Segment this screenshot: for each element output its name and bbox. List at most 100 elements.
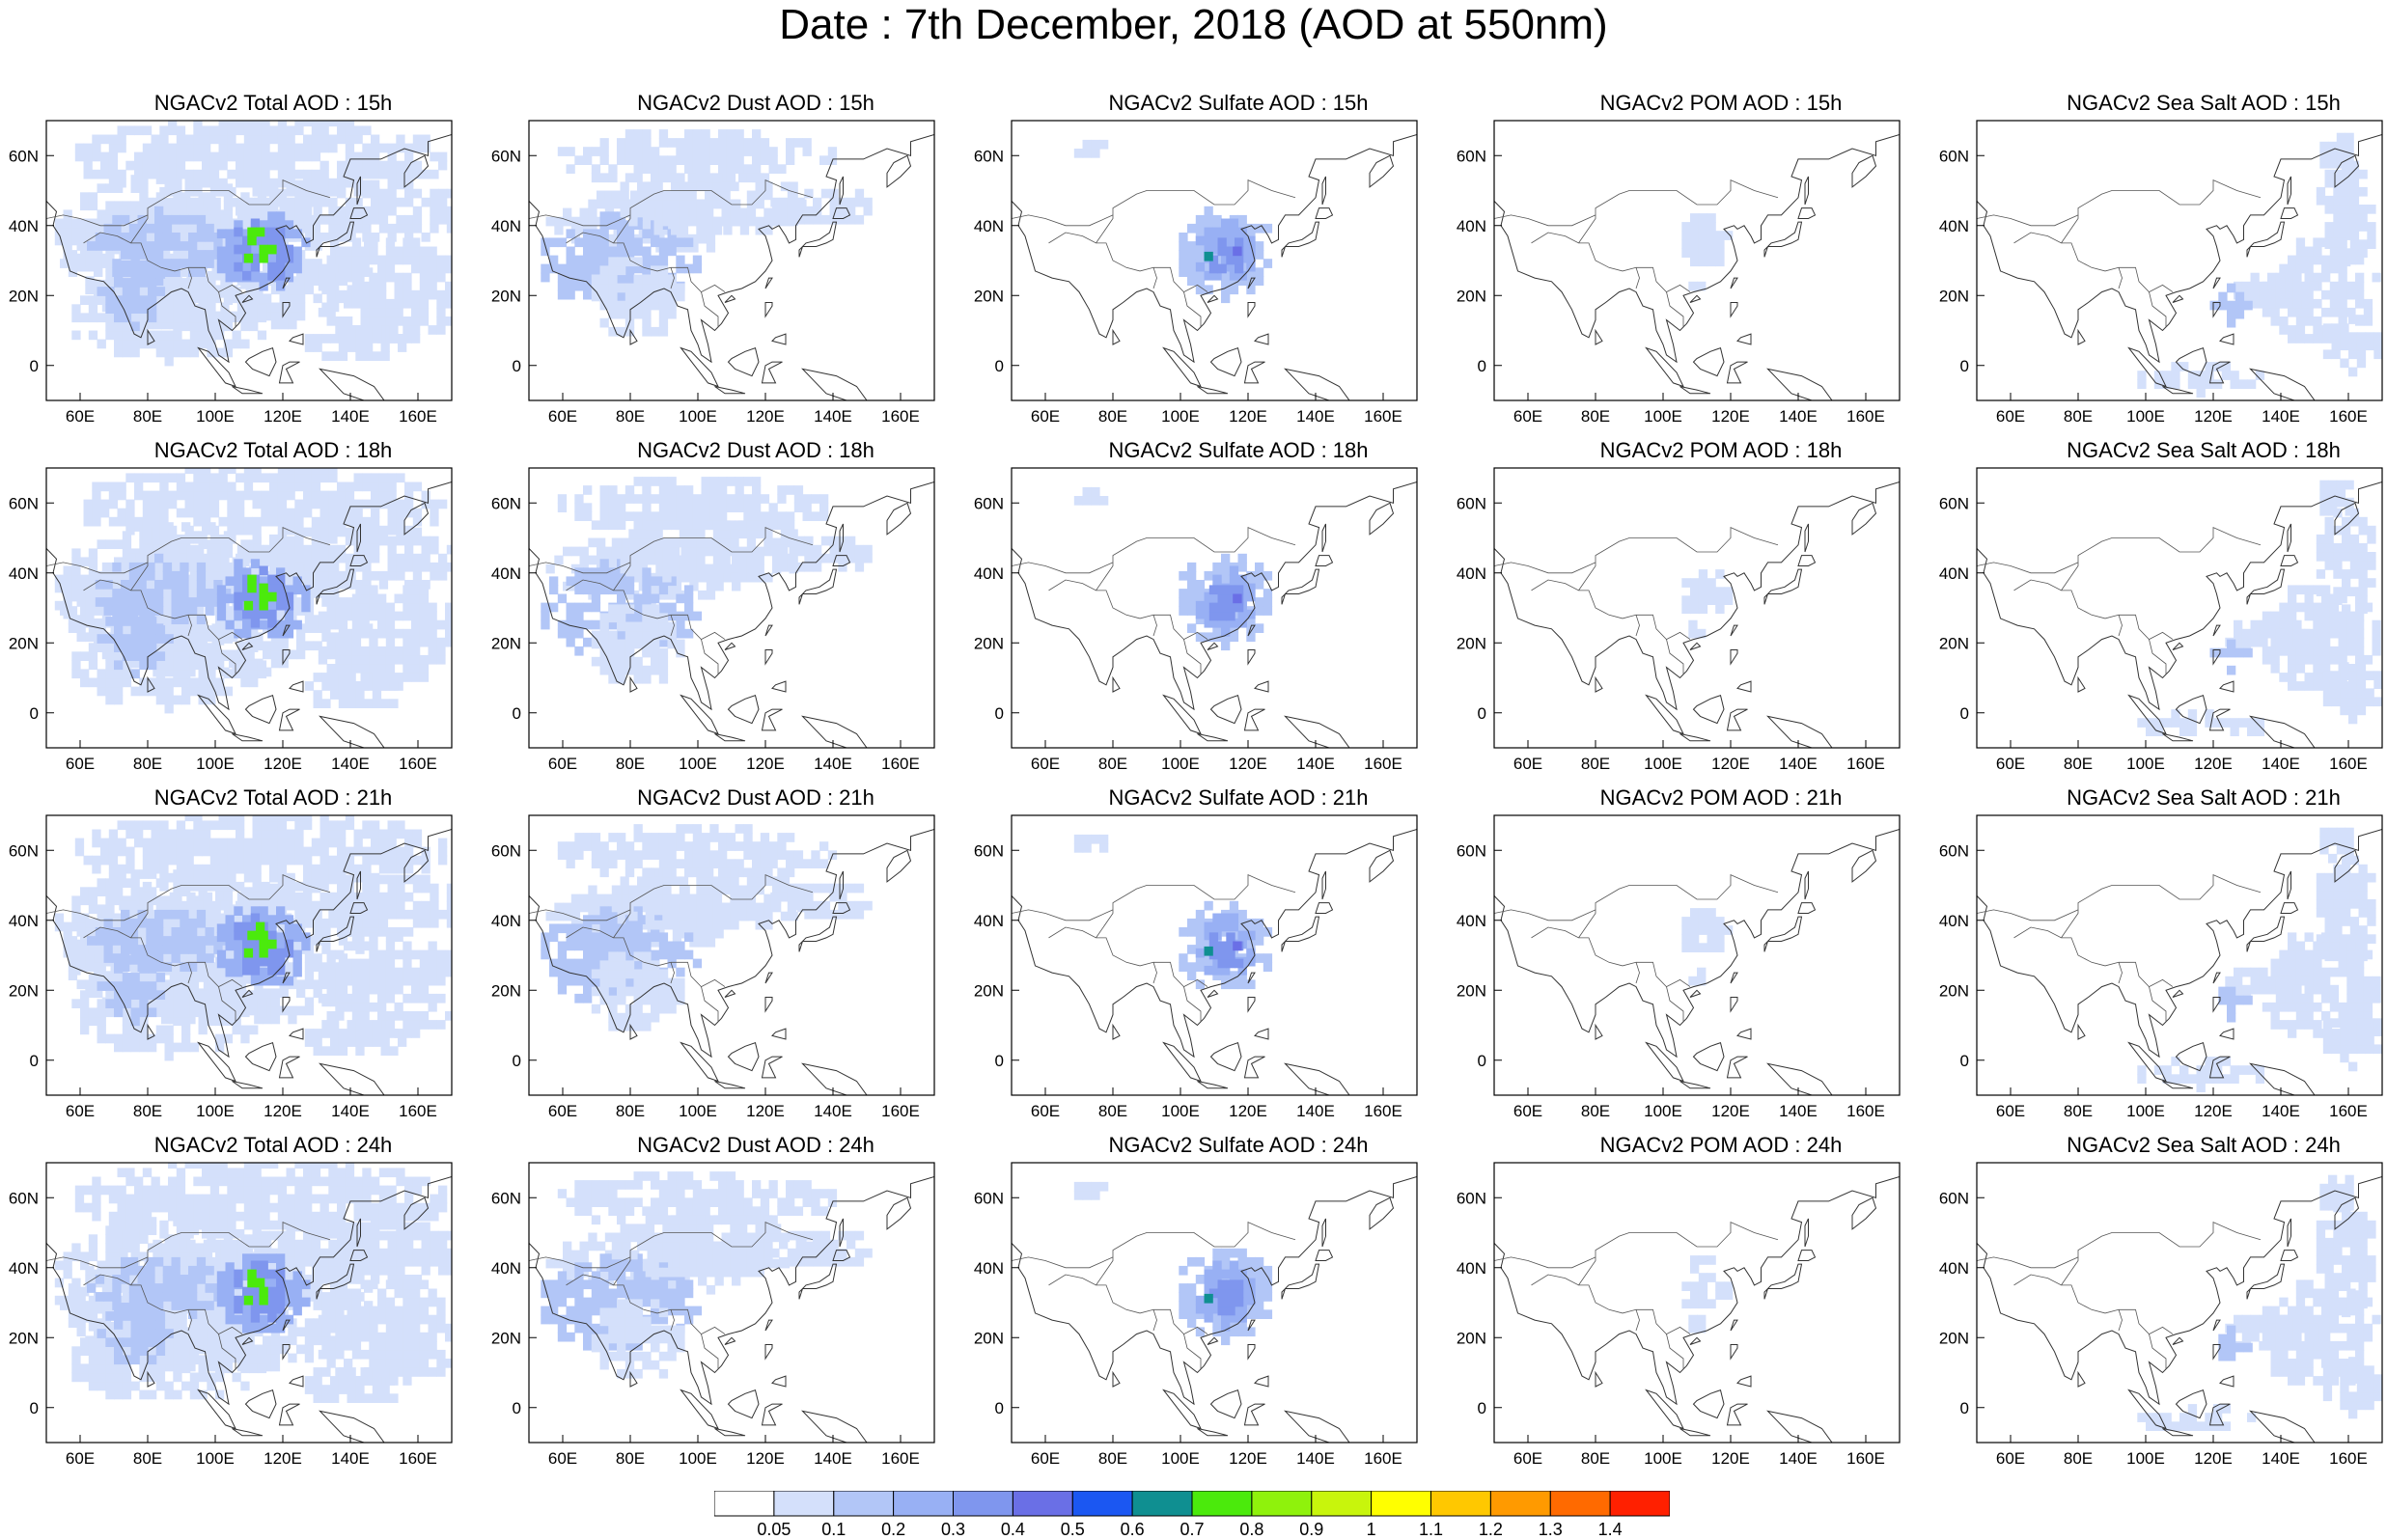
colorbar-swatch: [773, 1491, 835, 1517]
lat-tick-label: 20N: [1457, 981, 1486, 1000]
lon-tick-label: 100E: [2126, 755, 2165, 773]
coastlines: [1012, 481, 1417, 748]
plot-frame: [1011, 1162, 1418, 1444]
lon-tick-label: 140E: [1779, 407, 1818, 426]
lon-tick-label: 140E: [814, 1102, 852, 1120]
aod-field: [541, 1171, 873, 1379]
colorbar-label: 1.4: [1598, 1520, 1623, 1539]
plot-frame: [1493, 120, 1901, 401]
lat-tick-label: 0: [1960, 1399, 1969, 1417]
plot-frame: [1493, 467, 1901, 749]
map-panel-total-15h: NGACv2 Total AOD : 15h 60E 80E 100E 120E 140E…: [9, 90, 529, 426]
map-plot: 60E 80E 100E 120E 140E 160E 0 20N 40N 60N: [974, 814, 1418, 1120]
lat-tick-label: 60N: [491, 494, 521, 512]
lat-tick-label: 20N: [974, 1329, 1004, 1347]
aod-field: [1073, 139, 1273, 304]
coastlines: [1494, 829, 1900, 1095]
lon-tick-label: 160E: [399, 407, 437, 426]
map-plot: 60E 80E 100E 120E 140E 160E 0 20N 40N 60N: [9, 120, 453, 426]
aod-field: [54, 815, 452, 1061]
lat-tick-label: 0: [513, 1399, 521, 1417]
lon-tick-label: 160E: [1364, 1102, 1402, 1120]
map-plot: 60E 80E 100E 120E 140E 160E 0 20N 40N 60N: [491, 1162, 935, 1468]
plot-frame: [45, 120, 453, 401]
plot-frame: [1976, 467, 2383, 749]
lat-tick-label: 40N: [1939, 217, 1969, 235]
lon-tick-label: 160E: [1846, 755, 1885, 773]
lat-tick-label: 0: [513, 357, 521, 375]
panel-title: NGACv2 Total AOD : 18h: [153, 438, 393, 462]
map-panel-seasalt-21h: NGACv2 Sea Salt AOD : 21h 60E 80E 100E 120E 1…: [1939, 784, 2387, 1120]
lat-tick-label: 60N: [1457, 494, 1486, 512]
coastlines: [1977, 1176, 2382, 1443]
lat-tick-label: 60N: [491, 841, 521, 860]
lon-tick-label: 80E: [616, 1102, 645, 1120]
lat-tick-label: 40N: [1457, 564, 1486, 583]
lon-tick-label: 140E: [331, 1102, 370, 1120]
lat-tick-label: 20N: [1457, 1329, 1486, 1347]
lon-tick-label: 100E: [679, 407, 717, 426]
lat-tick-label: 20N: [9, 981, 39, 1000]
colorbar-label: 0.7: [1180, 1520, 1204, 1539]
aod-field: [1681, 569, 1734, 639]
colorbar-label: 0.6: [1121, 1520, 1145, 1539]
lon-tick-label: 60E: [66, 1102, 95, 1120]
aod-field: [1073, 1181, 1273, 1346]
lon-tick-label: 100E: [1644, 755, 1682, 773]
lon-tick-label: 100E: [196, 407, 235, 426]
lat-tick-label: 0: [30, 1052, 39, 1070]
aod-field: [1681, 213, 1734, 291]
lon-tick-label: 140E: [814, 1449, 852, 1468]
lon-tick-label: 100E: [679, 1102, 717, 1120]
lat-tick-label: 0: [513, 1052, 521, 1070]
map-plot: 60E 80E 100E 120E 140E 160E 0 20N 40N 60N: [1939, 1162, 2383, 1468]
lon-tick-label: 100E: [2126, 1449, 2165, 1468]
lon-tick-label: 160E: [1846, 1449, 1885, 1468]
aod-field: [541, 129, 873, 337]
lat-tick-label: 40N: [974, 217, 1004, 235]
colorbar-swatch: [953, 1491, 1013, 1517]
aod-field: [2137, 132, 2382, 398]
lon-tick-label: 120E: [1711, 407, 1750, 426]
lon-tick-label: 80E: [2064, 1449, 2093, 1468]
colorbar-swatch: [1489, 1491, 1551, 1517]
lon-tick-label: 120E: [1711, 755, 1750, 773]
lat-tick-label: 40N: [491, 564, 521, 583]
colorbar-label: 0.2: [881, 1520, 905, 1539]
lon-tick-label: 160E: [1364, 407, 1402, 426]
lat-tick-label: 0: [1960, 704, 1969, 723]
coastlines: [1977, 134, 2382, 400]
lat-tick-label: 60N: [1457, 841, 1486, 860]
lon-tick-label: 160E: [881, 755, 920, 773]
lon-tick-label: 60E: [66, 1449, 95, 1468]
coastlines: [1012, 829, 1417, 1095]
map-panel-pom-15h: NGACv2 POM AOD : 15h 60E 80E 100E 120E 140E 16…: [1457, 90, 1977, 426]
lon-tick-label: 80E: [133, 407, 162, 426]
lon-tick-label: 60E: [1513, 1449, 1542, 1468]
aod-field: [2137, 1174, 2382, 1431]
lon-tick-label: 160E: [2329, 1449, 2368, 1468]
lon-tick-label: 100E: [1644, 1449, 1682, 1468]
map-panel-sulfate-21h: NGACv2 Sulfate AOD : 21h 60E 80E 100E 120E 14…: [974, 784, 1494, 1120]
map-panel-total-24h: NGACv2 Total AOD : 24h 60E 80E 100E 120E 140E…: [9, 1132, 529, 1468]
lon-tick-label: 60E: [1513, 755, 1542, 773]
plot-frame: [1011, 814, 1418, 1096]
colorbar-label: 0.05: [757, 1520, 791, 1539]
lat-tick-label: 20N: [974, 634, 1004, 652]
lon-tick-label: 60E: [1513, 407, 1542, 426]
lat-tick-label: 0: [30, 704, 39, 723]
lat-tick-label: 40N: [1457, 912, 1486, 930]
lon-tick-label: 80E: [1098, 407, 1127, 426]
coastlines: [46, 829, 452, 1095]
panel-title: NGACv2 Sea Salt AOD : 18h: [2067, 438, 2341, 462]
lon-tick-label: 100E: [1644, 1102, 1682, 1120]
colorbar-label: 1.2: [1479, 1520, 1503, 1539]
panel-title: NGACv2 POM AOD : 21h: [1599, 785, 1843, 810]
plot-frame: [1976, 1162, 2383, 1444]
lon-tick-label: 60E: [1513, 1102, 1542, 1120]
aod-field: [2137, 827, 2382, 1092]
lat-tick-label: 40N: [9, 564, 39, 583]
lon-tick-label: 140E: [814, 407, 852, 426]
lon-tick-label: 140E: [331, 407, 370, 426]
map-panel-total-18h: NGACv2 Total AOD : 18h 60E 80E 100E 120E 140E…: [9, 437, 529, 773]
